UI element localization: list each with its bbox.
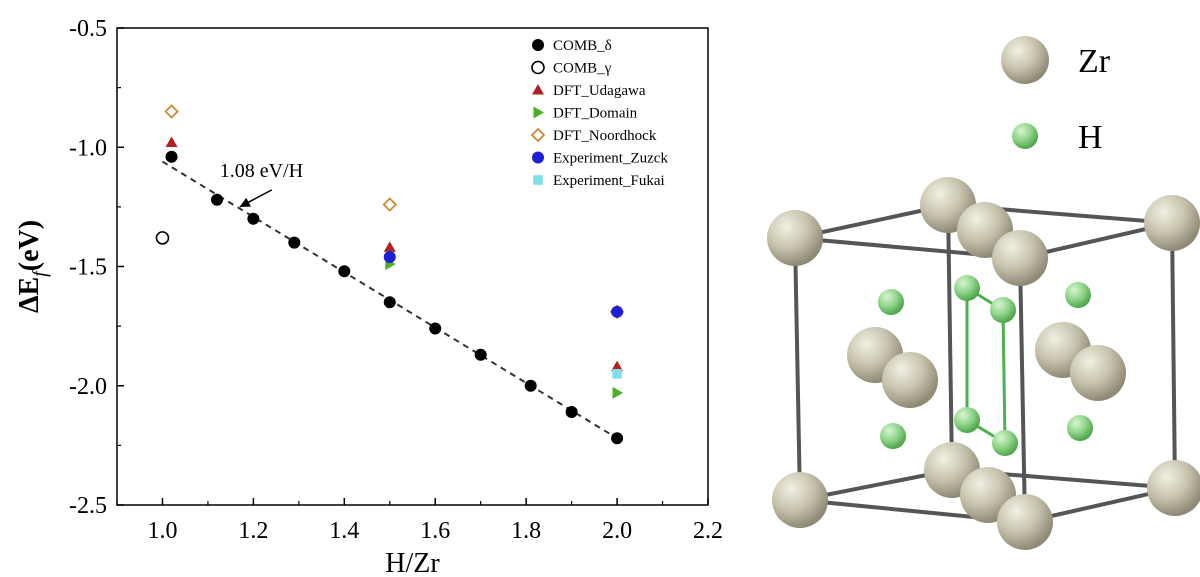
- data-point: [165, 136, 178, 147]
- data-points: [155, 104, 625, 445]
- x-tick-label: 2.0: [602, 518, 632, 544]
- data-point: [164, 104, 179, 119]
- y-axis-label-main: ΔE: [14, 277, 45, 313]
- h-atom: [878, 289, 904, 315]
- x-axis-label: H/Zr: [385, 548, 440, 577]
- series-5: [383, 250, 624, 318]
- legend-label: DFT_Udagawa: [553, 83, 646, 99]
- legend-marker: [533, 106, 544, 119]
- data-point: [383, 296, 396, 309]
- data-point: [338, 265, 351, 278]
- zr-key-atom: [1001, 36, 1049, 84]
- x-tick-label: 1.4: [329, 518, 359, 544]
- h-atom: [992, 430, 1018, 456]
- chart-legend: COMB_δ COMB_γ DFT_Udagawa DFT_Domain DFT_Noo…: [530, 38, 668, 189]
- h-key-label: H: [1078, 119, 1103, 156]
- data-point: [474, 348, 487, 361]
- x-tick-label: 1.6: [420, 518, 450, 544]
- zr-atom: [997, 494, 1053, 550]
- zr-atom: [992, 230, 1048, 286]
- data-point: [288, 236, 301, 249]
- x-tick-label: 1.2: [238, 518, 268, 544]
- legend-label: DFT_Domain: [553, 106, 638, 122]
- legend-marker: [532, 84, 544, 95]
- data-point: [611, 432, 624, 445]
- y-axis-label-sub: f: [29, 269, 51, 277]
- zr-atom: [1147, 460, 1200, 516]
- data-point: [247, 212, 260, 225]
- legend-marker: [530, 127, 546, 143]
- h-atom: [954, 275, 980, 301]
- series-2: [165, 136, 624, 372]
- data-point: [612, 386, 624, 399]
- x-tick-label: 2.2: [693, 518, 723, 544]
- h-atom: [1067, 415, 1093, 441]
- series-6: [612, 369, 622, 379]
- series-3: [385, 258, 624, 399]
- axis-ticks: 1.0 1.2 1.4 1.6 1.8 2.0 2.2 -0.5 -1.0 -1.5 -2.0 -2.…: [69, 16, 723, 544]
- data-point: [165, 150, 178, 163]
- data-point: [383, 250, 396, 263]
- annotation-arrowhead: [239, 197, 251, 207]
- zr-atoms: [767, 177, 1200, 550]
- data-point: [524, 379, 537, 392]
- data-point: [155, 231, 170, 245]
- zr-atom: [882, 352, 938, 408]
- zr-atom: [767, 210, 823, 266]
- h-atom: [1065, 282, 1091, 308]
- legend-label: DFT_Noordhock: [553, 128, 657, 144]
- y-tick-label: -2.5: [69, 493, 107, 519]
- legend-label: COMB_γ: [553, 61, 612, 77]
- legend-label: COMB_δ: [553, 38, 612, 54]
- zrh-crystal-structure: Zr H: [767, 36, 1200, 550]
- series-1: [155, 231, 170, 245]
- h-key-atom: [1012, 123, 1038, 149]
- zr-key-label: Zr: [1078, 43, 1111, 80]
- data-point: [611, 360, 624, 372]
- y-axis-label-unit: (eV): [14, 220, 45, 271]
- h-atoms: [878, 275, 1093, 456]
- y-tick-label: -1.0: [69, 135, 107, 161]
- legend-label: Experiment_Zuzck: [553, 151, 668, 167]
- data-point: [612, 369, 622, 379]
- legend-marker: [531, 60, 545, 75]
- series-0: [165, 150, 624, 445]
- x-tick-label: 1.0: [147, 518, 177, 544]
- data-point: [382, 197, 398, 212]
- zr-atom: [1144, 195, 1200, 251]
- formation-energy-chart: 1.0 1.2 1.4 1.6 1.8 2.0 2.2 -0.5 -1.0 -1.5 -2.0 -2.…: [14, 16, 723, 577]
- data-point: [565, 405, 578, 418]
- legend-marker: [532, 151, 544, 164]
- annotation-group: 1.08 eV/H: [220, 160, 303, 208]
- h-atom: [990, 297, 1016, 323]
- h-atom: [880, 423, 906, 449]
- h-atom: [954, 407, 980, 433]
- zr-atom: [1070, 345, 1126, 401]
- slope-annotation: 1.08 eV/H: [220, 160, 303, 182]
- legend-marker: [532, 39, 544, 51]
- data-point: [383, 241, 396, 252]
- data-point: [211, 193, 224, 206]
- data-point: [611, 305, 624, 318]
- legend-label: Experiment_Fukai: [553, 173, 665, 189]
- data-point: [429, 322, 442, 335]
- y-tick-label: -0.5: [69, 16, 107, 42]
- zr-atom: [772, 472, 828, 528]
- x-tick-label: 1.8: [511, 518, 541, 544]
- legend-marker: [533, 175, 543, 185]
- y-tick-label: -1.5: [69, 255, 107, 281]
- y-axis-label: ΔEf(eV): [14, 220, 51, 313]
- y-tick-label: -2.0: [69, 374, 107, 400]
